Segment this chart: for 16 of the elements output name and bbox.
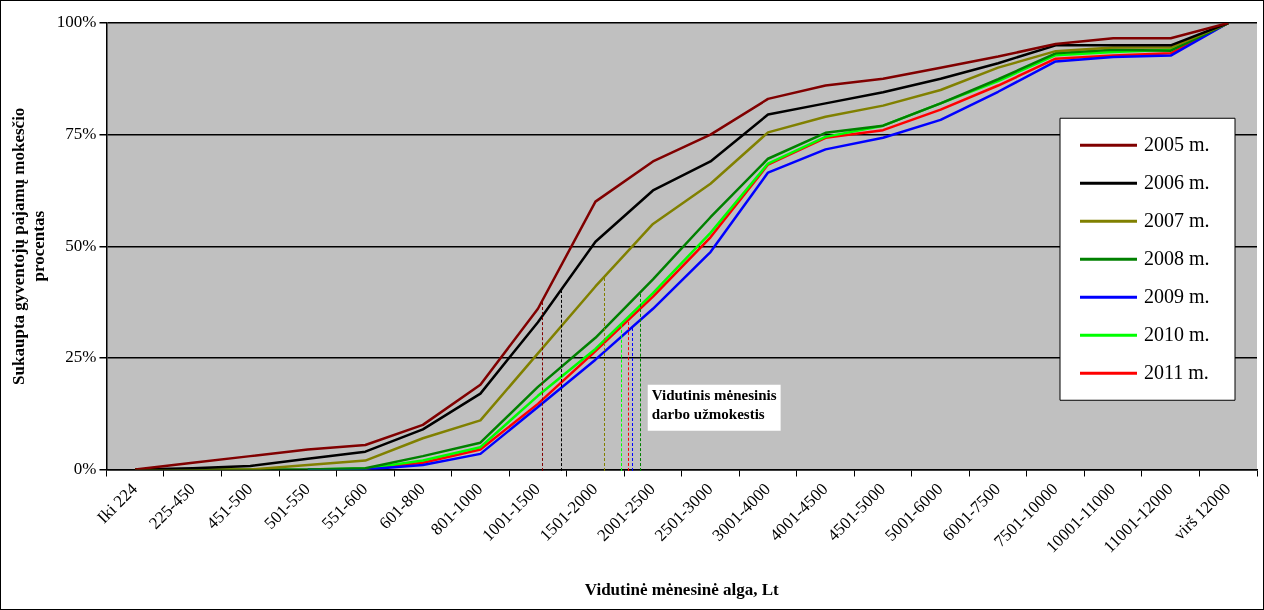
legend-label: 2011 m. — [1144, 360, 1209, 383]
y-axis-title: Sukaupta gyventojų pajamų mokesčio procentas — [8, 107, 48, 385]
legend-label: 2008 m. — [1144, 246, 1210, 269]
y-tick-label: 100% — [56, 12, 97, 32]
y-tick-label: 75% — [65, 124, 97, 144]
x-tick-label: Iki 224 — [93, 478, 142, 528]
y-tick-label: 25% — [65, 347, 97, 367]
legend-label: 2010 m. — [1144, 322, 1210, 345]
legend-label: 2006 m. — [1144, 170, 1210, 193]
y-tick-label: 50% — [65, 235, 97, 255]
annotation: Vidutinis mėnesinis darbo užmokestis — [651, 387, 777, 423]
y-tick-label: 0% — [73, 458, 97, 478]
x-axis-title: Vidutinė mėnesinė alga, Lt — [584, 580, 780, 600]
legend-label: 2005 m. — [1144, 132, 1210, 155]
legend-label: 2007 m. — [1144, 208, 1210, 231]
legend-label: 2009 m. — [1144, 284, 1210, 307]
